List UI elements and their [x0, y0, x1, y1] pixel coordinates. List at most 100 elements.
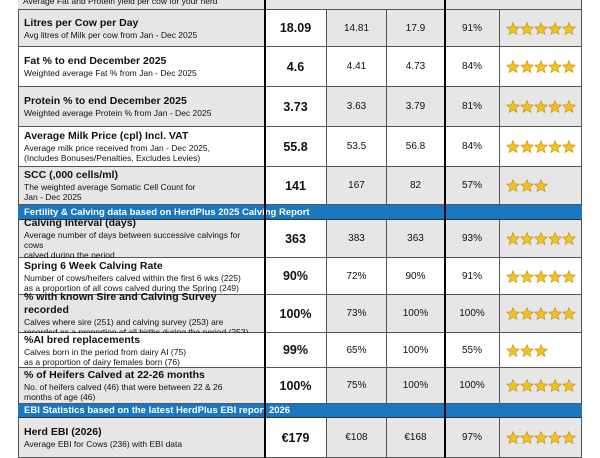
star [548, 232, 562, 245]
star [520, 179, 534, 192]
section-header: EBI Statistics based on the latest HerdP… [18, 404, 582, 418]
metric-description: Average EBI for Cows (236) with EBI data [24, 439, 183, 449]
metric-description: Calves where sire (251) and calving surv… [24, 316, 224, 327]
metric-description: Number of cows/heifers calved within the… [24, 272, 241, 283]
metric-title: SCC (,000 cells/ml) [24, 169, 118, 181]
average-cell: 383 [327, 220, 387, 258]
metric-label: SCC (,000 cells/ml) The weighted average … [18, 167, 265, 205]
section-header: Fertility & Calving data based on HerdPl… [18, 205, 582, 220]
percentile-cell: 84% [445, 127, 500, 167]
metric-description: Average number of days between successiv… [24, 230, 241, 250]
column-divider [264, 0, 266, 458]
star [506, 179, 520, 192]
average-cell: €108 [327, 418, 387, 458]
average-cell: 75% [327, 368, 387, 404]
metric-label: Fat % to end December 2025 Weighted avera… [18, 47, 265, 87]
star [562, 431, 576, 444]
star [520, 232, 534, 245]
metric-label: % with known Sire and Calving Survey rec… [18, 291, 265, 337]
star [562, 140, 576, 153]
star [506, 232, 520, 245]
stars-cell [500, 333, 582, 368]
star [562, 60, 576, 73]
percentile-cell: 97% [445, 418, 500, 458]
average-cell: 72% [327, 258, 387, 295]
metric-label: Spring 6 Week Calving Rate Number of cows… [18, 258, 265, 295]
value-cell: 100% [265, 295, 327, 333]
star [548, 307, 562, 320]
metric-description: Avg litres of Milk per cow from Jan - De… [24, 29, 198, 40]
metric-description: months of age (46) [24, 392, 96, 402]
value-cell: €179 [265, 418, 327, 458]
star [562, 379, 576, 392]
column-divider [444, 0, 446, 458]
stars-cell [500, 47, 582, 87]
star [534, 100, 548, 113]
star [548, 100, 562, 113]
value-cell: 55.8 [265, 127, 327, 167]
percentile-cell: 57% [445, 167, 500, 205]
star [520, 269, 534, 283]
average-cell: 65% [327, 333, 387, 368]
top-cell: 82 [387, 167, 445, 205]
value-cell: 18.09 [265, 10, 327, 47]
stars-cell [500, 368, 582, 404]
metric-title: Protein % to end December 2025 [24, 95, 187, 107]
star [534, 140, 548, 153]
star [534, 343, 548, 357]
top-cell: 363 [387, 220, 445, 258]
metric-title: Average Milk Price (cpl) Incl. VAT [24, 130, 189, 142]
metric-description: Calves born in the period from dairy AI … [24, 346, 187, 357]
percentile-cell: 91% [445, 10, 500, 47]
star [562, 21, 576, 35]
average-cell: 73% [327, 295, 387, 333]
top-cell: €168 [387, 418, 445, 458]
star [506, 379, 520, 392]
star [534, 60, 548, 73]
metric-description: No. of heifers calved (46) that were bet… [24, 382, 223, 392]
top-cell: 56.8 [387, 127, 445, 167]
star [520, 431, 534, 444]
metric-label: Average Milk Price (cpl) Incl. VAT Averag… [18, 127, 265, 167]
stars-cell [500, 295, 582, 333]
star [548, 379, 562, 392]
star [520, 60, 534, 73]
top-cell: 90% [387, 258, 445, 295]
value-cell: 4.6 [265, 47, 327, 87]
star [548, 60, 562, 73]
top-cell: 100% [387, 368, 445, 404]
metric-title: % of Heifers Calved at 22-26 months [24, 369, 205, 381]
stars-cell [500, 10, 582, 47]
star [534, 379, 548, 392]
metric-label: % of Heifers Calved at 22-26 months No. o… [18, 368, 265, 404]
metric-description: Average milk price received from Jan - D… [24, 143, 210, 153]
star [506, 307, 520, 320]
star [562, 232, 576, 245]
star [548, 431, 562, 444]
metric-title: % with known Sire and Calving Survey rec… [24, 290, 217, 316]
metric-label: %AI bred replacements Calves born in the … [18, 333, 265, 368]
metric-description: Weighted average Protein % from Jan - De… [24, 108, 212, 118]
star [562, 307, 576, 320]
star [534, 431, 548, 444]
metric-description: Jan - Dec 2025 [24, 192, 82, 202]
percentile-cell: 91% [445, 258, 500, 295]
metric-title: Calving Interval (days) [24, 217, 137, 229]
star [506, 269, 520, 283]
metric-title: Herd EBI (2026) [24, 426, 102, 438]
top-cell: 100% [387, 295, 445, 333]
average-cell: 3.63 [327, 87, 387, 127]
stars-cell [500, 87, 582, 127]
star [520, 100, 534, 113]
average-cell: 14.81 [327, 10, 387, 47]
percentile-cell: 84% [445, 47, 500, 87]
star [534, 269, 548, 283]
star [534, 21, 548, 35]
star [534, 307, 548, 320]
star [534, 179, 548, 192]
metric-description: calved during the period [24, 250, 115, 260]
top-cell: 17.9 [387, 10, 445, 47]
star [562, 100, 576, 113]
value-cell: 363 [265, 220, 327, 258]
partial-row: Average Fat and Protein yield per cow fo… [18, 0, 582, 10]
